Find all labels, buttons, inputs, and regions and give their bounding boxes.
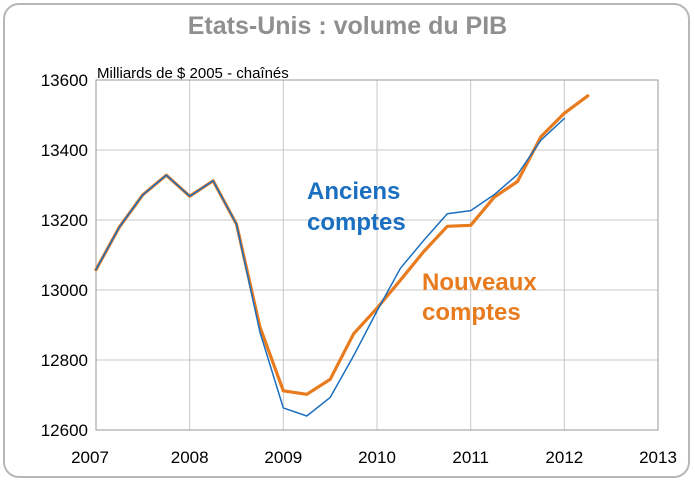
series-label-anciens: Anciens comptes [307,178,407,236]
x-tick-label: 2009 [264,448,302,467]
x-tick-label: 2008 [171,448,209,467]
y-tick-label: 13200 [41,211,88,230]
chart-title: Etats-Unis : volume du PIB [187,12,508,40]
chart-frame [3,3,690,478]
y-axis-ticks: 12600 12800 13000 13200 13400 13600 [41,71,88,440]
series-lines [94,94,590,417]
y-tick-label: 12600 [41,421,88,440]
y-tick-label: 13400 [41,141,88,160]
series-line-nouveaux-comptes [94,94,590,396]
plot-area-border [95,79,659,431]
x-axis-ticks: 2007 2008 2009 2010 2011 2012 2013 [71,448,677,467]
y-tick-label: 12800 [41,351,88,370]
unit-label: Milliards de $ 2005 - chaînés [97,65,289,82]
y-tick-label: 13000 [41,281,88,300]
x-tick-label: 2011 [452,448,489,467]
x-tick-label: 2010 [358,448,396,467]
series-label-nouveaux: Nouveaux comptes [422,269,543,326]
x-tick-label: 2007 [71,448,109,467]
series-line-anciens-comptes [95,117,566,417]
series-label-nouveaux-line1: Nouveaux [422,269,537,296]
series-label-anciens-line1: Anciens [307,178,400,205]
y-tick-label: 13600 [41,71,88,90]
grid-lines [95,79,659,431]
series-label-anciens-line2: comptes [307,209,406,236]
x-tick-label: 2012 [545,448,583,467]
series-label-nouveaux-line2: comptes [422,299,521,326]
x-tick-label: 2013 [639,448,677,467]
